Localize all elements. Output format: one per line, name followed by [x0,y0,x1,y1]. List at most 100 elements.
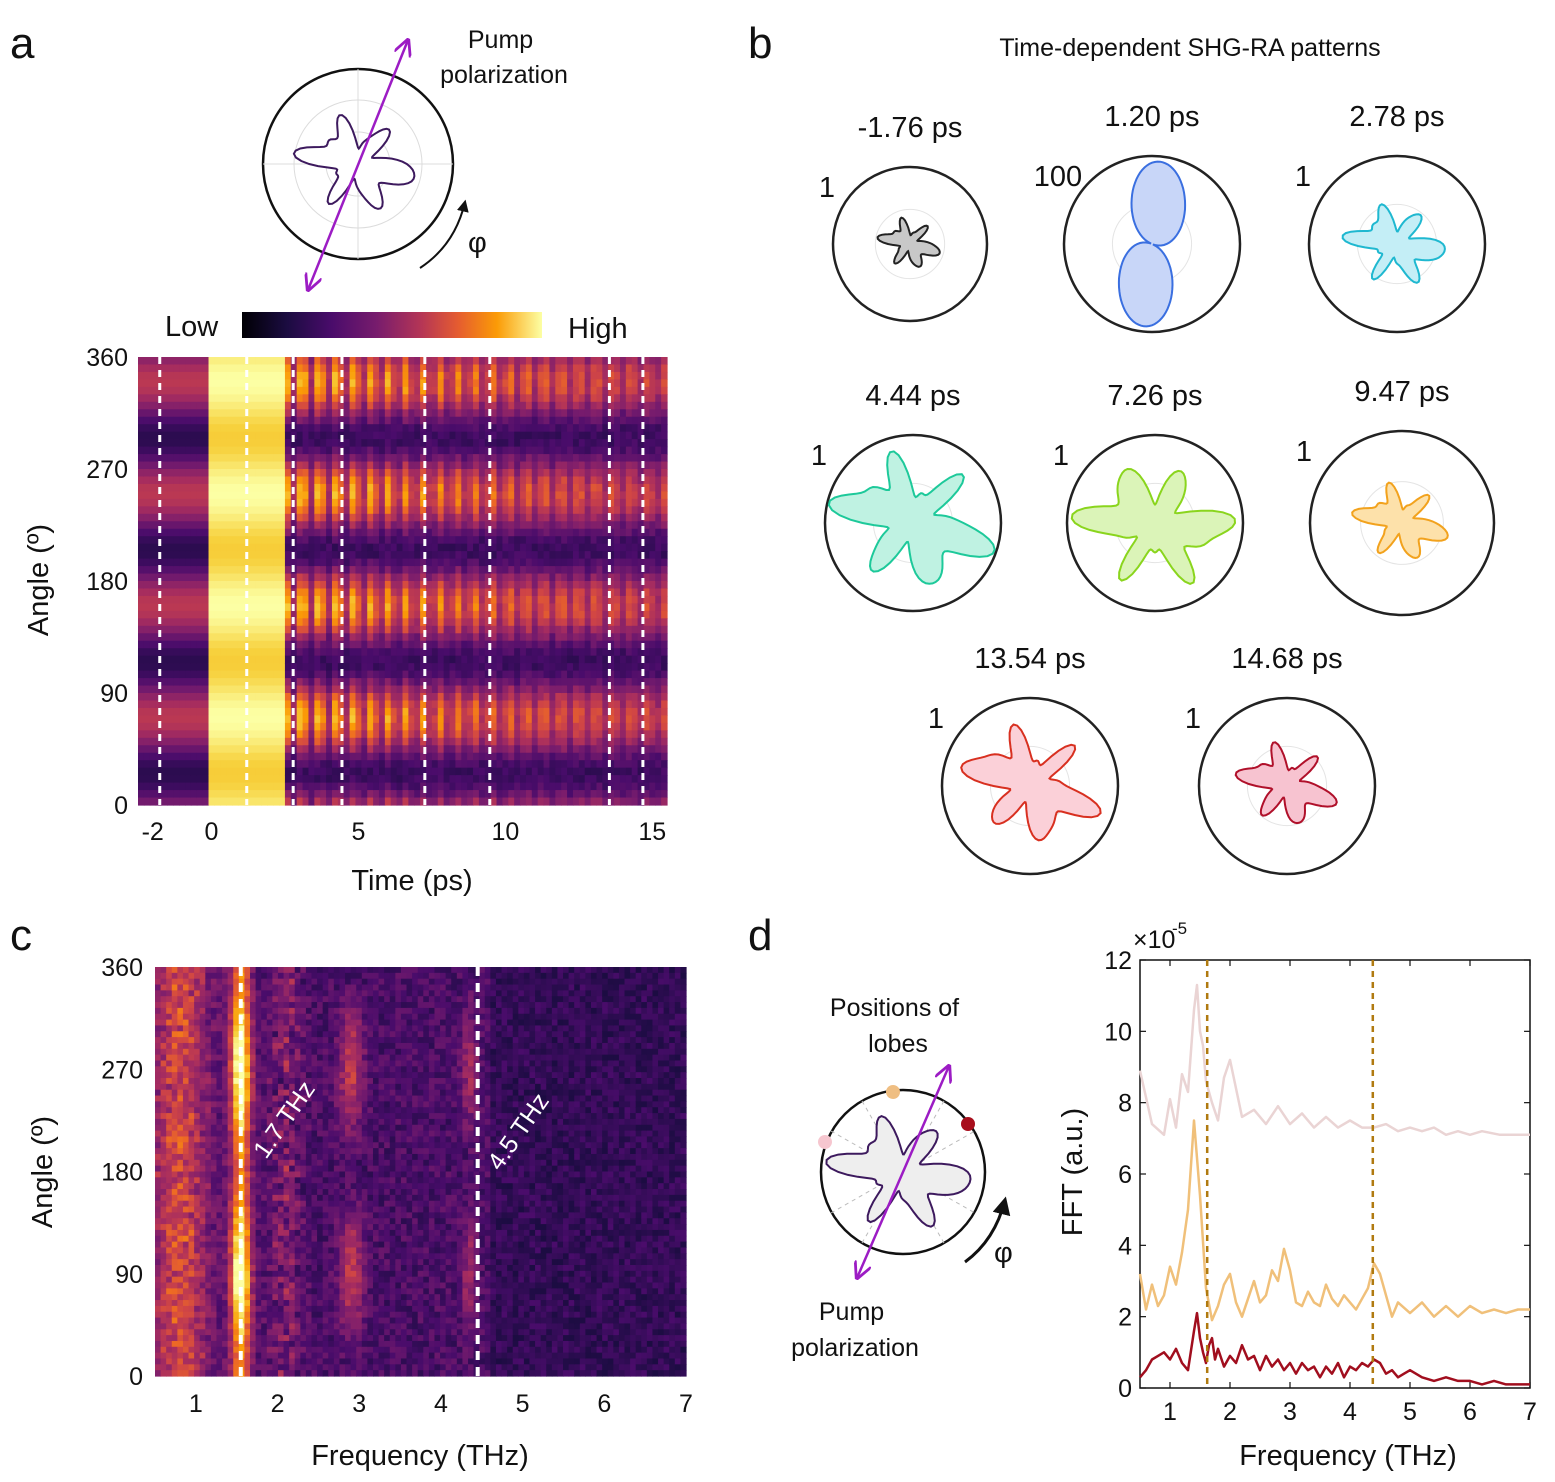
heatmap-a-cell [331,722,339,731]
heatmap-a-cell [520,610,527,619]
heatmap-a-cell [608,797,615,806]
heatmap-a-cell [255,476,263,485]
heatmap-a-cell [549,625,556,634]
heatmap-a-cell [396,469,404,478]
heatmap-a-cell [138,640,145,649]
heatmap-a-cell [478,700,486,709]
heatmap-a-cell [331,528,339,537]
heatmap-a-cell [461,379,468,388]
heatmap-a-cell [349,588,357,597]
heatmap-a-cell [461,670,468,679]
heatmap-a-cell [426,439,433,448]
heatmap-a-cell [355,483,362,492]
heatmap-a-cell [155,364,163,373]
heatmap-a-cell [608,707,615,716]
heatmap-a-cell [296,603,304,612]
heatmap-a-cell [296,401,304,410]
heatmap-a-cell [361,521,368,530]
heatmap-a-cell [496,506,504,515]
heatmap-a-cell [308,581,315,590]
heatmap-a-cell [308,483,315,492]
heatmap-a-cell [190,663,198,672]
heatmap-a-cell [614,521,621,530]
heatmap-a-cell [267,498,274,507]
heatmap-a-cell [149,775,157,784]
heatmap-a-cell [390,707,398,716]
heatmap-a-cell [614,790,621,799]
heatmap-a-cell [502,536,509,545]
heatmap-a-cell [190,536,198,545]
heatmap-a-cell [408,581,415,590]
heatmap-a-cell [373,558,380,567]
heatmap-a-cell [473,424,480,433]
heatmap-a-cell [220,678,227,687]
heatmap-a-cell [161,730,168,739]
heatmap-a-cell [279,536,286,545]
heatmap-a-cell [602,543,609,552]
heatmap-a-cell [343,760,351,769]
heatmap-a-cell [525,685,533,694]
heatmap-a-cell [196,536,204,545]
heatmap-a-cell [337,610,345,619]
heatmap-a-cell [320,670,327,679]
heatmap-a-cell [408,371,415,380]
heatmap-a-cell [196,752,204,761]
heatmap-a-cell [296,573,304,582]
heatmap-a-cell [361,752,368,761]
heatmap-a-cell [473,655,480,664]
heatmap-a-cell [390,469,398,478]
heatmap-a-cell [508,581,515,590]
heatmap-a-cell [267,483,274,492]
heatmap-a-cell [284,401,292,410]
heatmap-a-cell [414,551,421,560]
heatmap-a-cell [531,618,539,627]
heatmap-a-cell [426,536,433,545]
heatmap-a-cell [420,633,427,642]
heatmap-a-cell [490,379,498,388]
heatmap-a-cell [584,498,592,507]
heatmap-a-cell [537,566,545,575]
heatmap-a-cell [396,625,404,634]
heatmap-a-cell [502,655,509,664]
heatmap-a-cell [431,386,439,395]
heatmap-a-cell [496,722,504,731]
heatmap-a-cell [261,670,268,679]
heatmap-a-cell [437,469,445,478]
heatmap-a-cell [502,625,509,634]
heatmap-a-cell [414,528,421,537]
heatmap-a-cell [426,678,433,687]
heatmap-a-cell [355,386,362,395]
heatmap-a-cell [196,588,204,597]
heatmap-a-cell [572,678,580,687]
heatmap-a-cell [508,618,515,627]
heatmap-a-cell [555,357,562,366]
heatmap-a-cell [384,498,392,507]
heatmap-a-cell [232,640,239,649]
heatmap-a-cell [484,693,492,702]
heatmap-a-cell [549,655,556,664]
heatmap-a-cell [326,469,333,478]
heatmap-a-cell [561,655,568,664]
heatmap-a-cell [343,476,351,485]
heatmap-a-cell [384,401,392,410]
heatmap-a-cell [373,461,380,470]
heatmap-a-cell [596,685,603,694]
heatmap-a-cell [155,573,163,582]
heatmap-a-cell [155,401,163,410]
heatmap-a-cell [349,446,357,455]
heatmap-a-cell [173,476,180,485]
heatmap-a-cell [367,610,374,619]
heatmap-a-cell [431,663,439,672]
heatmap-a-cell [567,678,574,687]
heatmap-a-cell [326,678,333,687]
heatmap-a-cell [396,573,404,582]
heatmap-a-cell [590,655,598,664]
heatmap-a-cell [449,745,456,754]
heatmap-a-cell [467,663,474,672]
heatmap-a-cell [455,760,462,769]
heatmap-a-cell [619,536,627,545]
heatmap-a-cell [173,446,180,455]
heatmap-a-cell [249,685,257,694]
heatmap-a-cell [249,625,257,634]
heatmap-a-cell [561,618,568,627]
